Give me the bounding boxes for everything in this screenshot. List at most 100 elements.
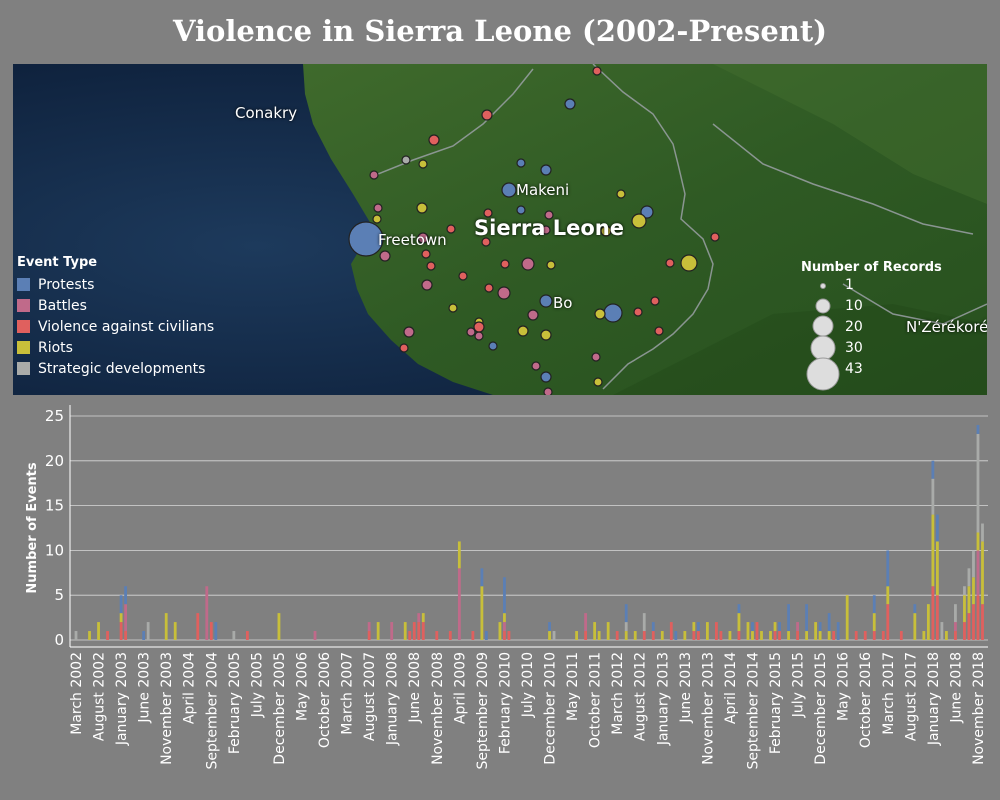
bar-segment[interactable]	[805, 604, 809, 632]
bar-segment[interactable]	[507, 631, 511, 640]
bar-segment[interactable]	[827, 631, 831, 640]
map-event-marker[interactable]	[403, 326, 415, 338]
map-event-marker[interactable]	[500, 259, 510, 269]
bar-segment[interactable]	[737, 613, 741, 632]
map-event-marker[interactable]	[594, 308, 606, 320]
bar-segment[interactable]	[931, 460, 935, 479]
bar-segment[interactable]	[872, 595, 876, 614]
bar-segment[interactable]	[899, 631, 903, 640]
map-event-marker[interactable]	[539, 294, 553, 308]
bar-segment[interactable]	[376, 622, 380, 640]
bar-segment[interactable]	[931, 586, 935, 640]
events-bar-chart[interactable]: 0 5 10 15 20 25 March 2002 August 2002 January …	[0, 400, 1000, 800]
bar-segment[interactable]	[642, 613, 646, 632]
bar-segment[interactable]	[945, 631, 948, 640]
legend-item-battles[interactable]: Battles	[17, 295, 214, 316]
bar-segment[interactable]	[624, 631, 628, 640]
map-event-marker[interactable]	[466, 327, 476, 337]
bar-segment[interactable]	[624, 604, 628, 623]
bar-segment[interactable]	[232, 631, 236, 640]
bar-segment[interactable]	[976, 595, 980, 640]
bar-segment[interactable]	[124, 586, 128, 605]
bar-segment[interactable]	[913, 604, 917, 614]
bar-segment[interactable]	[935, 514, 939, 542]
bar-segment[interactable]	[972, 577, 975, 605]
bar-segment[interactable]	[367, 631, 371, 640]
map-event-marker[interactable]	[373, 203, 383, 213]
bar-segment[interactable]	[940, 622, 944, 640]
map-event-marker[interactable]	[564, 98, 576, 110]
bar-segment[interactable]	[74, 631, 78, 640]
bar-segment[interactable]	[457, 568, 461, 640]
bar-segment[interactable]	[615, 631, 619, 640]
bar-segment[interactable]	[548, 631, 551, 640]
map-event-marker[interactable]	[448, 303, 458, 313]
bar-segment[interactable]	[773, 631, 777, 640]
map-event-marker[interactable]	[481, 109, 493, 121]
bar-segment[interactable]	[593, 622, 597, 640]
bar-segment[interactable]	[106, 631, 109, 640]
map-event-marker[interactable]	[540, 329, 552, 341]
bar-segment[interactable]	[954, 604, 957, 623]
bar-segment[interactable]	[584, 613, 588, 632]
bar-segment[interactable]	[737, 631, 741, 640]
bar-segment[interactable]	[196, 613, 200, 640]
map-event-marker[interactable]	[428, 134, 440, 146]
bar-segment[interactable]	[597, 631, 601, 640]
bar-segment[interactable]	[931, 478, 935, 515]
map-event-marker[interactable]	[633, 307, 643, 317]
map-event-marker[interactable]	[426, 261, 436, 271]
bar-segment[interactable]	[773, 622, 777, 632]
bar-segment[interactable]	[642, 631, 646, 640]
bar-segment[interactable]	[214, 622, 218, 640]
bar-segment[interactable]	[575, 631, 578, 640]
bar-segment[interactable]	[209, 622, 213, 640]
map-event-marker[interactable]	[544, 210, 554, 220]
map-event-marker[interactable]	[501, 182, 517, 198]
bar-segment[interactable]	[963, 595, 966, 623]
bar-segment[interactable]	[480, 586, 484, 640]
bar-segment[interactable]	[981, 604, 984, 640]
bar-segment[interactable]	[981, 541, 984, 605]
map-event-marker[interactable]	[540, 164, 552, 176]
bar-segment[interactable]	[954, 631, 957, 640]
bar-segment[interactable]	[778, 631, 781, 640]
bar-segment[interactable]	[498, 622, 502, 640]
bar-segment[interactable]	[624, 622, 628, 632]
bar-segment[interactable]	[886, 550, 890, 587]
bar-segment[interactable]	[485, 631, 488, 640]
bar-segment[interactable]	[963, 622, 966, 640]
bar-segment[interactable]	[421, 613, 425, 623]
bar-segment[interactable]	[88, 631, 91, 640]
bar-segment[interactable]	[976, 424, 980, 434]
bar-segment[interactable]	[976, 550, 980, 596]
bar-segment[interactable]	[660, 631, 664, 640]
bar-segment[interactable]	[696, 622, 700, 632]
bar-segment[interactable]	[448, 631, 452, 640]
bar-segment[interactable]	[926, 604, 930, 640]
map-event-marker[interactable]	[481, 237, 491, 247]
bar-segment[interactable]	[435, 631, 439, 640]
bar-segment[interactable]	[751, 631, 754, 640]
bar-segment[interactable]	[728, 631, 732, 640]
bar-segment[interactable]	[913, 613, 917, 640]
map-event-marker[interactable]	[369, 170, 379, 180]
map-event-marker[interactable]	[654, 326, 664, 336]
bar-segment[interactable]	[715, 622, 718, 640]
bar-segment[interactable]	[692, 622, 696, 632]
bar-segment[interactable]	[778, 622, 781, 632]
bar-segment[interactable]	[935, 595, 939, 640]
bar-segment[interactable]	[872, 631, 876, 640]
map-event-marker[interactable]	[592, 66, 602, 76]
map-event-marker[interactable]	[616, 189, 626, 199]
bar-segment[interactable]	[480, 568, 484, 587]
map-event-marker[interactable]	[650, 296, 660, 306]
bar-segment[interactable]	[692, 631, 696, 640]
bar-segment[interactable]	[471, 631, 475, 640]
bar-segment[interactable]	[705, 622, 709, 640]
bar-segment[interactable]	[787, 604, 790, 632]
bar-segment[interactable]	[963, 586, 966, 596]
bar-segment[interactable]	[976, 532, 980, 551]
map-event-marker[interactable]	[640, 205, 654, 219]
bar-segment[interactable]	[827, 613, 831, 632]
